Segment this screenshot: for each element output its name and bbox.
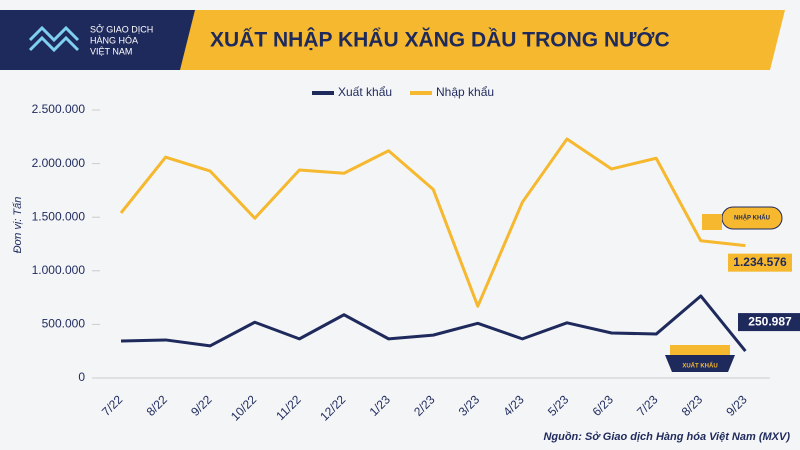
y-axis-label: Đơn vị: Tấn: [12, 197, 24, 254]
logo-block: [0, 10, 195, 70]
value-label-box: [728, 253, 792, 272]
ship-hull: [665, 355, 735, 372]
source: Nguồn: Sở Giao dịch Hàng hóa Việt Nam (M…: [543, 431, 790, 443]
value-label: 1.234.576: [733, 255, 787, 269]
series-line: [119, 137, 746, 308]
y-tick-label: 0: [78, 370, 85, 384]
header-band: [0, 10, 785, 70]
y-tick-label: 1.000.000: [32, 263, 86, 277]
logo-text: HÀNG HÓA: [90, 35, 138, 45]
icon-label: NHẬP KHẨU: [734, 215, 770, 222]
truck-cab: [702, 214, 722, 230]
y-tick-label: 500.000: [42, 317, 86, 331]
ship-icon: XUẤT KHẨU: [665, 345, 735, 372]
ship-deck: [670, 345, 730, 355]
logo-text: VIỆT NAM: [90, 46, 132, 56]
y-tick-label: 2.500.000: [32, 102, 86, 116]
value-label: 250.987: [748, 314, 792, 328]
legend-label: Xuất khẩu: [338, 85, 392, 99]
icon-label: XUẤT KHẨU: [682, 363, 717, 370]
series-line: [120, 294, 747, 353]
value-label-box: [738, 313, 800, 332]
y-tick-label: 1.500.000: [32, 209, 86, 223]
logo-icon: [28, 25, 80, 53]
chart-title: XUẤT NHẬP KHẨU XĂNG DẦU TRONG NƯỚC: [210, 28, 670, 52]
truck-icon: NHẬP KHẨU: [702, 206, 783, 230]
y-tick-label: 2.000.000: [32, 156, 86, 170]
legend-label: Nhập khẩu: [436, 85, 494, 99]
logo-text: SỞ GIAO DỊCH: [90, 23, 153, 34]
